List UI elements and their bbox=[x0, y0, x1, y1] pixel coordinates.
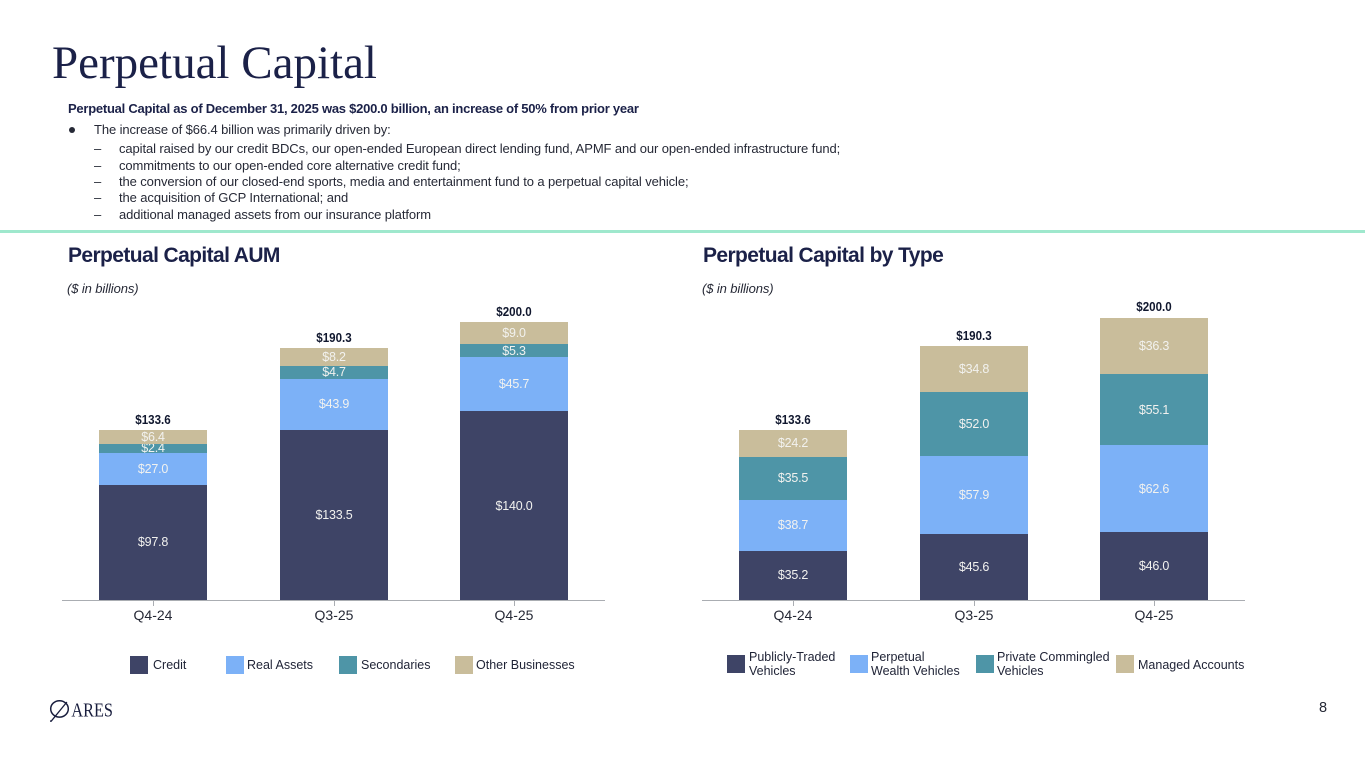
svg-text:ARES: ARES bbox=[71, 699, 113, 721]
